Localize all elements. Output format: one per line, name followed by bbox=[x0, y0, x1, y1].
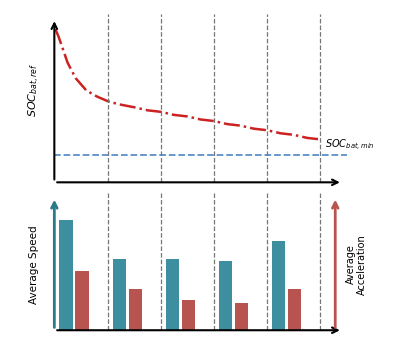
Text: $...$: $...$ bbox=[232, 343, 249, 344]
Text: $D_1$: $D_1$ bbox=[73, 198, 89, 213]
Bar bbox=[129, 289, 142, 330]
Text: $SOC_{bat, ref}$: $SOC_{bat, ref}$ bbox=[27, 63, 42, 117]
Bar bbox=[288, 289, 301, 330]
Bar bbox=[235, 303, 248, 330]
Bar bbox=[272, 241, 285, 330]
Text: $D_2$: $D_2$ bbox=[126, 198, 142, 213]
Text: $D_2$: $D_2$ bbox=[126, 343, 142, 344]
Text: $D_n$: $D_n$ bbox=[286, 343, 302, 344]
Bar bbox=[112, 259, 126, 330]
Text: $...$: $...$ bbox=[232, 198, 249, 211]
Bar bbox=[166, 259, 179, 330]
Text: $D_1$: $D_1$ bbox=[73, 343, 89, 344]
Text: Average Speed: Average Speed bbox=[29, 225, 39, 303]
Text: $D_n$: $D_n$ bbox=[286, 198, 302, 213]
Bar bbox=[59, 220, 73, 330]
Bar bbox=[75, 271, 89, 330]
Bar bbox=[182, 300, 195, 330]
Text: $SOC_{bat, min}$: $SOC_{bat, min}$ bbox=[325, 138, 375, 153]
Text: $D_3$: $D_3$ bbox=[180, 198, 195, 213]
Text: $D_3$: $D_3$ bbox=[180, 343, 195, 344]
Bar bbox=[219, 261, 232, 330]
Text: Average
Acceleration: Average Acceleration bbox=[346, 234, 367, 294]
